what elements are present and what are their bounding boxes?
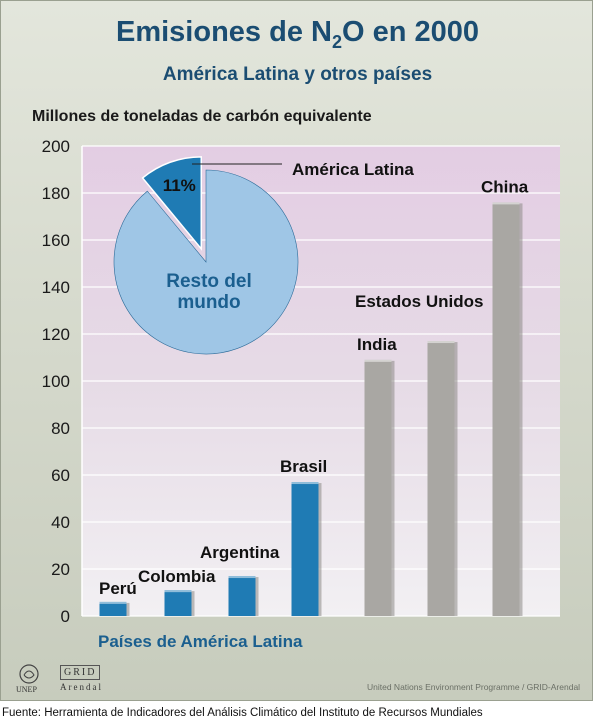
chart-subtitle: América Latina y otros países	[162, 64, 433, 85]
pie-percent-label: 11%	[163, 176, 196, 195]
bar-highlight	[164, 590, 192, 593]
latin-america-group-label: Países de América Latina	[98, 632, 303, 651]
bar-category-label: Estados Unidos	[355, 292, 483, 311]
pie-rest-label-line2: mundo	[177, 292, 240, 313]
y-tick-label: 0	[61, 607, 70, 626]
bar-highlight	[99, 601, 127, 604]
bar-category-label: China	[481, 177, 529, 196]
bar	[364, 359, 392, 616]
chart-title: Emisiones de N2O en 2000	[115, 16, 479, 52]
bar-highlight	[492, 202, 520, 205]
source-note: Fuente: Herramienta de Indicadores del A…	[2, 707, 483, 719]
y-tick-label: 40	[51, 513, 70, 532]
bar-highlight	[228, 576, 256, 579]
bar	[427, 341, 455, 616]
unep-grid-logo: UNEP GRID Arendal	[14, 663, 114, 697]
bar	[228, 576, 256, 616]
bar	[164, 590, 192, 616]
y-tick-label: 120	[42, 325, 70, 344]
bar-category-label: Colombia	[138, 567, 216, 586]
bar-highlight	[291, 482, 319, 485]
bar-category-label: India	[357, 335, 397, 354]
y-tick-label: 160	[42, 231, 70, 250]
y-tick-label: 180	[42, 184, 70, 203]
pie-rest-label-line1: Resto del	[166, 271, 252, 292]
pie-slice-latin-america	[141, 156, 203, 251]
bar	[291, 482, 319, 616]
y-tick-label: 20	[51, 560, 70, 579]
bar-chart: 0 20 40 60 80 100 120 140 160 180 200 PerúColombia…	[42, 137, 560, 626]
bar-category-label: Perú	[99, 579, 137, 598]
credit-text: United Nations Environment Programme / G…	[367, 682, 581, 692]
bar-category-label: Argentina	[200, 543, 280, 562]
bar-highlight	[427, 341, 455, 344]
pie-latin-america-label: América Latina	[292, 160, 414, 179]
y-axis-label: Millones de toneladas de carbón equivale…	[32, 108, 372, 125]
y-tick-label: 60	[51, 466, 70, 485]
bar	[99, 601, 127, 616]
pie-slice-rest-of-world	[113, 169, 299, 355]
unep-emblem-icon	[19, 664, 39, 684]
bar-highlight	[364, 359, 392, 362]
y-tick-label: 80	[51, 419, 70, 438]
y-tick-label: 200	[42, 137, 70, 156]
bar-category-label: Brasil	[280, 457, 327, 476]
bar	[492, 202, 520, 616]
y-tick-label: 140	[42, 278, 70, 297]
y-tick-label: 100	[42, 372, 70, 391]
